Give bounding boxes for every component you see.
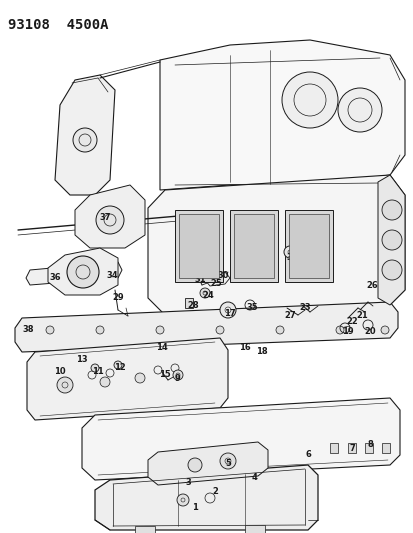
Bar [381,443,389,453]
Bar [347,443,355,453]
Circle shape [57,377,73,393]
Text: 12: 12 [114,364,126,373]
Text: 25: 25 [210,279,221,287]
Text: 1: 1 [192,504,197,513]
Circle shape [337,88,381,132]
Circle shape [381,230,401,250]
Circle shape [73,128,97,152]
Circle shape [135,373,145,383]
Text: 93108  4500A: 93108 4500A [8,18,108,32]
Text: 29: 29 [112,294,123,303]
Text: 34: 34 [106,271,118,279]
Circle shape [173,370,183,380]
Text: 21: 21 [355,311,367,319]
Text: 2: 2 [211,488,217,497]
Text: 6: 6 [304,450,310,459]
Polygon shape [75,185,145,248]
Text: 13: 13 [76,356,88,365]
Circle shape [216,326,223,334]
Text: 22: 22 [345,318,357,327]
Polygon shape [48,248,118,295]
Circle shape [188,458,202,472]
Text: 23: 23 [299,303,310,312]
Circle shape [67,256,99,288]
Circle shape [281,72,337,128]
Text: 27: 27 [283,311,295,319]
Circle shape [335,326,343,334]
Circle shape [380,326,388,334]
Text: 3: 3 [185,479,190,488]
Text: 32: 32 [285,254,297,262]
Bar [288,214,328,278]
Text: 4: 4 [252,473,257,482]
Circle shape [156,326,164,334]
Text: 17: 17 [224,309,235,318]
Circle shape [177,494,189,506]
Polygon shape [159,40,404,190]
Polygon shape [95,465,317,530]
Circle shape [100,377,110,387]
Text: 30: 30 [217,271,228,279]
Polygon shape [147,175,404,315]
Circle shape [219,302,235,318]
Circle shape [381,260,401,280]
Text: 26: 26 [365,280,377,289]
Circle shape [381,200,401,220]
Bar [230,210,277,282]
Text: 20: 20 [363,327,375,336]
Polygon shape [135,526,154,533]
Polygon shape [147,442,267,485]
Polygon shape [82,398,399,480]
Bar [175,210,223,282]
Text: 7: 7 [348,445,354,454]
Text: 18: 18 [256,348,267,357]
Bar [329,443,337,453]
Circle shape [91,364,99,372]
Text: 28: 28 [187,301,198,310]
Polygon shape [244,525,264,533]
Polygon shape [27,338,228,420]
Text: 24: 24 [202,292,214,301]
Text: 36: 36 [49,273,61,282]
Text: 10: 10 [54,367,66,376]
Polygon shape [26,262,122,285]
Text: 33: 33 [187,265,198,274]
Text: 35: 35 [246,303,257,312]
Circle shape [283,246,295,258]
Text: 15: 15 [159,370,171,379]
Bar [364,443,372,453]
Circle shape [114,361,122,369]
Bar [185,298,192,308]
Bar [178,214,218,278]
Circle shape [219,453,235,469]
Text: 19: 19 [342,327,353,336]
Circle shape [185,264,194,272]
Circle shape [96,326,104,334]
Polygon shape [204,272,230,286]
Bar [233,214,273,278]
Polygon shape [15,302,397,352]
Text: 11: 11 [92,367,104,376]
Bar [284,210,332,282]
Text: 8: 8 [366,440,372,449]
Polygon shape [55,75,115,195]
Text: 14: 14 [156,343,167,352]
Text: 37: 37 [99,214,111,222]
Circle shape [46,326,54,334]
Circle shape [96,206,124,234]
Text: 9: 9 [175,375,180,384]
Text: 16: 16 [239,343,250,352]
Text: 38: 38 [22,326,34,335]
Text: 5: 5 [225,459,230,469]
Circle shape [275,326,283,334]
Circle shape [199,288,209,298]
Polygon shape [377,175,404,305]
Text: 31: 31 [194,276,205,285]
